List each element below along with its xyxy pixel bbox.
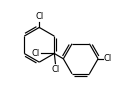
Text: Cl: Cl bbox=[51, 65, 60, 74]
Text: Cl: Cl bbox=[32, 49, 40, 58]
Text: Cl: Cl bbox=[104, 54, 112, 63]
Text: Cl: Cl bbox=[35, 12, 43, 21]
